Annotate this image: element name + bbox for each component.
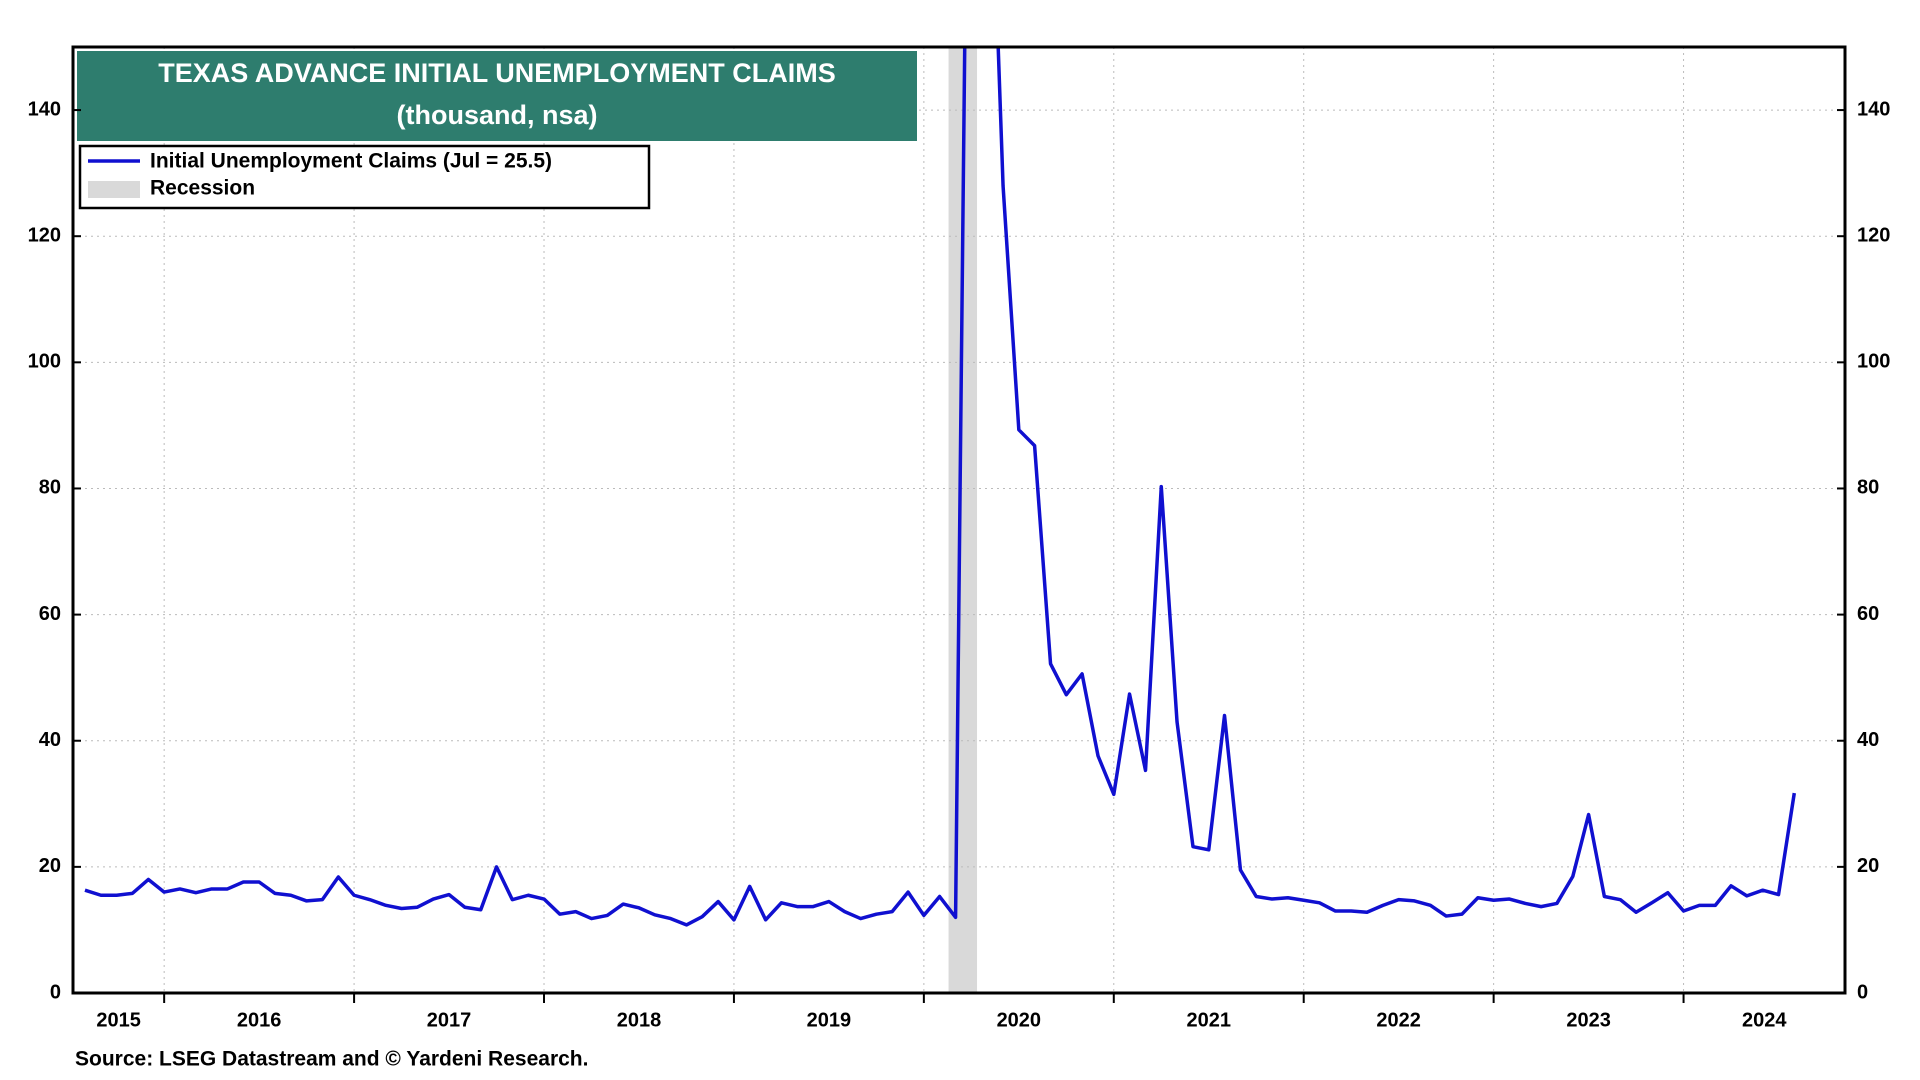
plot-frame	[71, 45, 1847, 995]
legend-box	[78, 144, 651, 210]
y-tick-label: 140	[28, 98, 61, 120]
x-tick-label: 2020	[997, 1009, 1042, 1031]
x-tick-label: 2023	[1566, 1009, 1611, 1031]
source-note: Source: LSEG Datastream and © Yardeni Re…	[75, 1048, 588, 1071]
y-tick-label: 0	[50, 981, 61, 1003]
chart-title: TEXAS ADVANCE INITIAL UNEMPLOYMENT CLAIM…	[158, 58, 836, 88]
y2-tick-label: 0	[1857, 981, 1868, 1003]
x-tick-label: 2022	[1376, 1009, 1421, 1031]
data-line	[84, 47, 1797, 927]
x-tick-label: 2024	[1742, 1009, 1787, 1031]
y-tick-label: 20	[39, 855, 61, 877]
y-tick-label: 60	[39, 603, 61, 625]
y2-tick-label: 20	[1857, 855, 1879, 877]
y2-tick-label: 140	[1857, 98, 1890, 120]
x-tick-label: 2021	[1187, 1009, 1232, 1031]
y2-tick-label: 100	[1857, 351, 1890, 373]
y2-tick-label: 40	[1857, 729, 1879, 751]
y-tick-label: 100	[28, 351, 61, 373]
y-tick-label: 80	[39, 477, 61, 499]
x-tick-label: 2015	[96, 1009, 141, 1031]
legend-label: Recession	[150, 177, 255, 200]
x-tick-label: 2018	[617, 1009, 662, 1031]
y2-tick-label: 80	[1857, 477, 1879, 499]
legend-swatch-recession	[88, 181, 140, 198]
y2-tick-label: 120	[1857, 224, 1890, 246]
y-tick-label: 40	[39, 729, 61, 751]
plot-lines	[84, 47, 1797, 927]
x-tick-label: 2017	[427, 1009, 472, 1031]
title-box	[77, 51, 917, 141]
x-tick-label: 2019	[807, 1009, 852, 1031]
x-tick-label: 2016	[237, 1009, 282, 1031]
y-tick-label: 120	[28, 224, 61, 246]
chart-subtitle: (thousand, nsa)	[397, 100, 598, 130]
legend-label: Initial Unemployment Claims (Jul = 25.5)	[150, 150, 552, 173]
y2-tick-label: 60	[1857, 603, 1879, 625]
